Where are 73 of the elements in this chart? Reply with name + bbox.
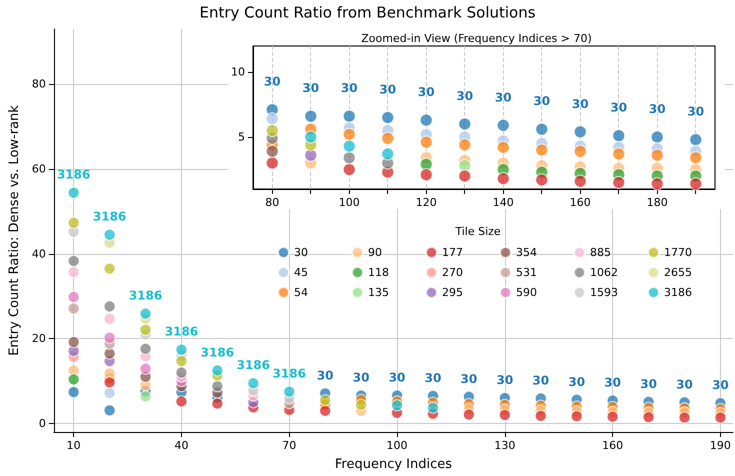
- annotation: 30: [610, 100, 628, 115]
- annotation: 30: [572, 96, 589, 111]
- legend-label: 354: [516, 246, 537, 259]
- annotation: 30: [418, 85, 435, 100]
- annotation: 30: [352, 370, 370, 385]
- legend-label: 531: [516, 266, 537, 279]
- legend-label: 885: [590, 246, 611, 259]
- chart-title: Entry Count Ratio from Benchmark Solutions: [199, 4, 536, 22]
- x-tick-label: 180: [646, 196, 668, 209]
- y-tick-label: 0: [38, 417, 46, 430]
- legend-label: 54: [294, 286, 308, 299]
- annotation: 30: [532, 373, 550, 388]
- annotation: 30: [640, 376, 657, 391]
- annotation: 3186: [92, 210, 126, 224]
- annotation: 30: [302, 81, 320, 96]
- x-tick-label: 120: [416, 196, 437, 209]
- annotation: 30: [424, 370, 442, 385]
- legend-label: 2655: [664, 266, 692, 279]
- annotation: 3186: [56, 168, 90, 182]
- x-tick-label: 80: [265, 196, 280, 209]
- annotation: 30: [648, 102, 666, 116]
- annotation: 30: [388, 370, 406, 385]
- x-axis-title: Frequency Indices: [334, 457, 452, 472]
- y-tick-label: 80: [32, 78, 46, 91]
- legend-label: 295: [442, 286, 463, 299]
- legend-title: Tile Size: [454, 225, 501, 238]
- annotation: 3186: [236, 358, 270, 372]
- annotation: 30: [604, 376, 621, 390]
- annotation: 30: [264, 74, 281, 89]
- legend-label: 45: [294, 266, 308, 279]
- x-tick-label: 140: [492, 196, 514, 209]
- legend-label: 1062: [590, 266, 618, 279]
- legend-label: 177: [442, 246, 463, 259]
- x-tick-label: 100: [338, 196, 360, 209]
- legend-label: 590: [516, 286, 537, 299]
- legend-label: 1770: [664, 246, 692, 259]
- annotation: 3186: [200, 345, 234, 360]
- y-tick-label: 40: [32, 247, 46, 260]
- x-tick-label: 130: [494, 439, 516, 452]
- annotation: 30: [712, 378, 729, 392]
- annotation: 3186: [164, 324, 198, 339]
- x-tick-label: 190: [710, 439, 731, 452]
- annotation: 30: [494, 90, 512, 104]
- annotation: 30: [533, 94, 550, 108]
- legend-label: 90: [368, 246, 382, 259]
- x-tick-label: 160: [602, 439, 624, 452]
- chart-title: Zoomed-in View (Frequency Indices > 70): [361, 32, 592, 45]
- legend-label: 135: [368, 286, 389, 299]
- legend-label: 118: [368, 266, 389, 279]
- annotation: 3186: [272, 366, 306, 381]
- x-tick-label: 10: [66, 439, 81, 452]
- legend-label: 1593: [590, 286, 618, 299]
- annotation: 30: [379, 82, 396, 96]
- legend-label: 3186: [664, 286, 692, 299]
- annotation: 30: [456, 89, 474, 103]
- annotation: 30: [316, 368, 334, 382]
- annotation: 30: [687, 104, 704, 119]
- legend-label: 270: [442, 266, 463, 279]
- y-tick-label: 5: [238, 130, 245, 144]
- annotation: 30: [460, 372, 478, 386]
- annotation: 30: [496, 373, 514, 388]
- x-tick-label: 40: [174, 439, 188, 452]
- annotation: 30: [568, 374, 586, 389]
- annotation: 30: [340, 81, 358, 96]
- annotation: 3186: [128, 288, 162, 303]
- x-tick-label: 70: [282, 439, 296, 452]
- legend-label: 30: [294, 246, 308, 259]
- y-tick-label: 60: [32, 162, 46, 176]
- y-tick-label: 20: [32, 332, 46, 346]
- x-tick-label: 160: [570, 196, 591, 209]
- annotation: 30: [676, 377, 693, 392]
- y-axis-title: Entry Count Ratio: Dense vs. Low-rank: [7, 104, 22, 356]
- x-tick-label: 100: [386, 439, 408, 452]
